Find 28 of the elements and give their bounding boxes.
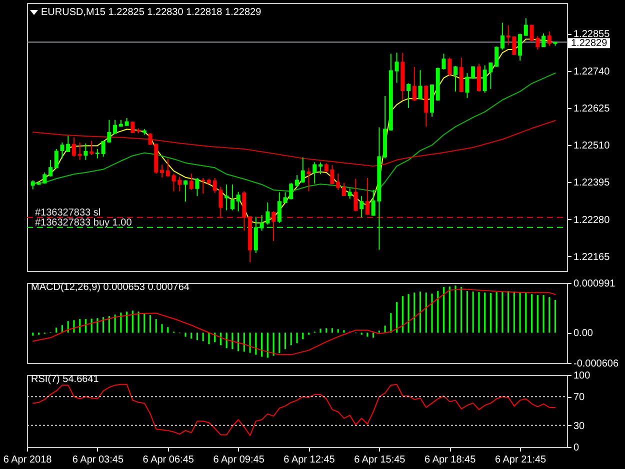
y-tick-label: -0.000606 bbox=[574, 358, 619, 370]
chart-title: MACD(12,26,9) 0.000653 0.000764 bbox=[31, 282, 190, 293]
ref-line-label: #136327833 buy 1.00 bbox=[35, 217, 132, 228]
ref-line-label: #136327833 sl bbox=[35, 207, 101, 218]
y-tick-label: 1.22625 bbox=[574, 103, 610, 114]
y-tick-label: 1.22740 bbox=[574, 66, 610, 78]
chart-title: RSI(7) 54.6641 bbox=[31, 374, 100, 385]
y-tick-label: 70 bbox=[574, 392, 586, 404]
ref-line-label: 1.22829 bbox=[571, 38, 608, 50]
x-tick-label: 6 Apr 03:45 bbox=[72, 454, 124, 466]
y-tick-label: 1.22165 bbox=[574, 252, 610, 263]
y-tick-label: 100 bbox=[574, 370, 591, 382]
y-tick-label: 0.00 bbox=[574, 328, 594, 340]
x-tick-label: 6 Apr 15:45 bbox=[354, 454, 406, 466]
x-tick-label: 6 Apr 12:45 bbox=[284, 454, 336, 466]
y-tick-label: 0.000991 bbox=[574, 278, 616, 290]
y-tick-label: 1.22855 bbox=[574, 29, 610, 40]
chart-title: EURUSD,M15 1.22825 1.22830 1.22818 1.22829 bbox=[41, 7, 262, 18]
x-tick-label: 6 Apr 06:45 bbox=[142, 454, 194, 466]
x-tick-label: 6 Apr 09:45 bbox=[213, 454, 265, 466]
y-tick-label: 1.22395 bbox=[574, 178, 610, 189]
x-tick-label: 6 Apr 2018 bbox=[3, 454, 52, 466]
y-tick-label: 1.22510 bbox=[574, 140, 610, 152]
y-tick-label: 0 bbox=[574, 442, 580, 454]
x-tick-label: 6 Apr 18:45 bbox=[424, 454, 476, 466]
y-tick-label: 30 bbox=[574, 420, 586, 432]
y-tick-label: 1.22280 bbox=[574, 214, 610, 226]
x-tick-label: 6 Apr 21:45 bbox=[494, 454, 547, 466]
